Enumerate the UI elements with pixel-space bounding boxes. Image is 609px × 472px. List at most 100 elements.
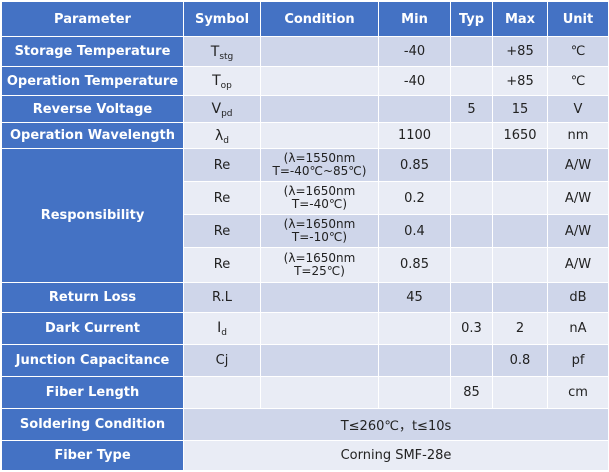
condition-wavelength: (λ=1550nm [283,151,356,166]
max-cell [492,181,548,216]
symbol-cell: Vpd [183,95,261,124]
max-cell: +85 [492,66,548,97]
condition-cell [260,122,379,150]
condition-cell [260,66,379,97]
max-cell: 1650 [492,122,548,150]
min-cell: 0.2 [378,181,451,216]
max-cell: 15 [492,95,548,124]
param-operation-wavelength: Operation Wavelength [1,122,184,150]
unit-cell: dB [547,281,609,313]
min-cell: 1100 [378,122,451,150]
symbol-cell: Cj [183,343,261,377]
max-cell: 2 [492,311,548,345]
typ-cell [450,181,493,216]
condition-cell [260,281,379,313]
condition-cell [260,36,379,68]
unit-cell: nA [547,311,609,345]
table-row: Return Loss R.L 45 dB [1,281,609,313]
min-cell [378,343,451,377]
symbol-subscript: d [223,135,229,146]
typ-cell [450,281,493,313]
condition-wavelength: (λ=1650nm [283,250,356,265]
symbol-subscript: stg [219,51,234,62]
max-cell [492,214,548,249]
header-unit: Unit [547,0,609,38]
min-cell [378,95,451,124]
symbol-cell: Tstg [183,36,261,68]
min-cell [378,311,451,345]
param-reverse-voltage: Reverse Voltage [1,95,184,124]
unit-cell: ℃ [547,66,609,97]
symbol-subscript: d [221,328,227,339]
min-cell: 45 [378,281,451,313]
condition-cell: (λ=1650nm T=-40℃) [260,181,379,216]
param-fiber-type: Fiber Type [1,439,184,472]
max-cell [492,247,548,283]
table-row: Dark Current Id 0.3 2 nA [1,311,609,345]
max-cell [492,148,548,183]
symbol-letter: T [210,43,220,60]
symbol-cell: Top [183,66,261,97]
unit-cell: V [547,95,609,124]
header-parameter: Parameter [1,0,184,38]
table-row: Re (λ=1650nm T=25℃) 0.85 A/W [2,247,609,283]
condition-temperature: T=25℃) [294,263,345,278]
header-symbol: Symbol [183,0,261,38]
table-row: Fiber Length 85 cm [1,375,609,409]
param-junction-capacitance: Junction Capacitance [1,343,184,377]
param-fiber-length: Fiber Length [1,375,184,409]
param-dark-current: Dark Current [1,311,184,345]
fiber-type-value: Corning SMF-28e [183,439,609,472]
condition-cell: (λ=1650nm T=-10℃) [260,214,379,249]
min-cell: -40 [378,66,451,97]
max-cell: 0.8 [492,343,548,377]
table-row: Re (λ=1650nm T=-10℃) 0.4 A/W [2,214,609,249]
param-operation-temperature: Operation Temperature [1,66,184,97]
min-cell: 0.4 [378,214,451,249]
unit-cell: cm [547,375,609,409]
typ-cell [450,36,493,68]
symbol-subscript: op [220,81,232,92]
condition-wavelength: (λ=1650nm [283,217,356,232]
min-cell: 0.85 [378,148,451,183]
symbol-letter: V [211,101,222,118]
param-soldering-condition: Soldering Condition [1,407,184,441]
symbol-letter: T [212,73,221,90]
unit-cell: A/W [547,148,609,183]
param-storage-temperature: Storage Temperature [1,36,184,68]
min-cell: 0.85 [378,247,451,283]
table-row: Junction Capacitance Cj 0.8 pf [1,343,609,377]
typ-cell: 5 [450,95,493,124]
table-row: Soldering Condition T≤260℃，t≤10s [1,407,609,441]
min-cell [378,375,451,409]
condition-cell: (λ=1650nm T=25℃) [260,247,379,283]
header-typ: Typ [450,0,493,38]
condition-temperature: T=-40℃) [291,197,348,212]
symbol-letter: λ [214,127,224,144]
condition-cell [260,343,379,377]
typ-cell: 85 [450,375,493,409]
symbol-cell: Re [183,247,261,283]
symbol-cell: Re [183,148,261,183]
symbol-cell [183,375,261,409]
symbol-subscript: pd [221,109,233,120]
symbol-cell: Re [183,181,261,216]
unit-cell: ℃ [547,36,609,68]
condition-cell: (λ=1550nm T=-40℃~85℃) [260,148,379,183]
table-row: Fiber Type Corning SMF-28e [1,439,609,472]
soldering-value: T≤260℃，t≤10s [183,407,609,441]
condition-wavelength: (λ=1650nm [283,184,356,199]
symbol-cell: Id [183,311,261,345]
unit-cell: A/W [547,181,609,216]
symbol-cell: λd [183,122,261,150]
condition-cell [260,375,379,409]
typ-cell [450,214,493,249]
max-cell [492,281,548,313]
symbol-cell: Re [183,214,261,249]
symbol-letter: I [217,320,222,337]
typ-cell [450,122,493,150]
header-condition: Condition [260,0,379,38]
max-cell: +85 [492,36,548,68]
typ-cell: 0.3 [450,311,493,345]
